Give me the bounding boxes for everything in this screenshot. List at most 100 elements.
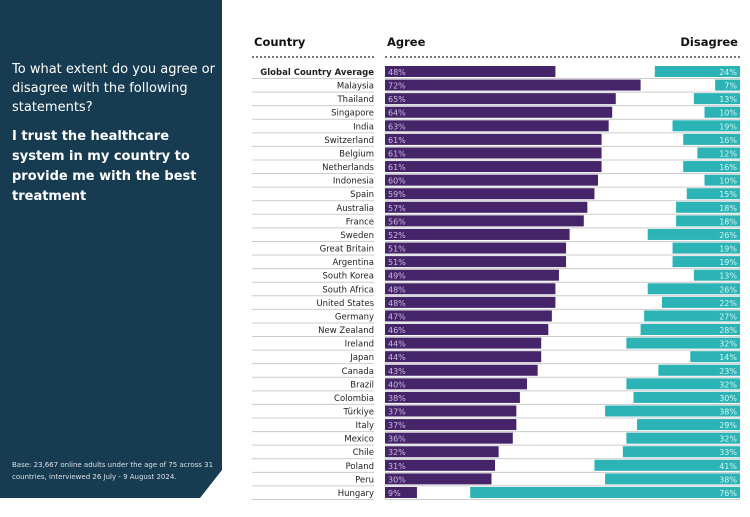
category-label: Canada bbox=[342, 367, 374, 377]
disagree-value-label: 13% bbox=[719, 272, 737, 281]
agree-bar bbox=[385, 93, 616, 105]
category-label: Global Country Average bbox=[260, 68, 374, 78]
agree-bar bbox=[385, 378, 527, 390]
disagree-value-label: 41% bbox=[719, 462, 737, 471]
statement-text: I trust the healthcare system in my coun… bbox=[12, 129, 197, 204]
question-panel bbox=[0, 0, 222, 498]
category-label: Netherlands bbox=[322, 163, 374, 173]
agree-bar bbox=[385, 161, 602, 173]
disagree-bar bbox=[686, 188, 740, 200]
disagree-bar bbox=[704, 174, 740, 186]
category-label: South Korea bbox=[322, 272, 374, 282]
agree-bar bbox=[385, 201, 588, 213]
agree-value-label: 43% bbox=[388, 367, 406, 376]
disagree-value-label: 26% bbox=[719, 231, 737, 240]
disagree-bar bbox=[661, 296, 740, 308]
agree-value-label: 37% bbox=[388, 408, 406, 417]
disagree-value-label: 19% bbox=[719, 258, 737, 267]
agree-value-label: 63% bbox=[388, 122, 406, 131]
disagree-bar bbox=[683, 133, 740, 145]
disagree-bar bbox=[622, 446, 740, 458]
category-label: Japan bbox=[349, 353, 374, 363]
agree-value-label: 59% bbox=[388, 190, 406, 199]
category-label: France bbox=[346, 217, 374, 227]
disagree-value-label: 26% bbox=[719, 285, 737, 294]
agree-value-label: 9% bbox=[388, 489, 401, 498]
disagree-bar bbox=[626, 432, 740, 444]
category-label: Singapore bbox=[331, 109, 374, 119]
agree-value-label: 44% bbox=[388, 340, 406, 349]
disagree-value-label: 12% bbox=[719, 149, 737, 158]
agree-bar bbox=[385, 147, 602, 159]
disagree-value-label: 32% bbox=[719, 435, 737, 444]
disagree-bar bbox=[470, 486, 740, 498]
agree-bar bbox=[385, 66, 556, 77]
disagree-bar bbox=[647, 283, 740, 295]
disagree-value-label: 32% bbox=[719, 340, 737, 349]
disagree-value-label: 29% bbox=[719, 421, 737, 430]
category-label: New Zealand bbox=[318, 326, 374, 336]
agree-bar bbox=[385, 256, 567, 268]
disagree-bar bbox=[654, 66, 740, 77]
category-label: Hungary bbox=[338, 489, 374, 499]
agree-bar bbox=[385, 296, 556, 308]
agree-bar bbox=[385, 174, 598, 186]
disagree-value-label: 33% bbox=[719, 448, 737, 457]
category-label: Malaysia bbox=[337, 82, 374, 92]
disagree-value-label: 14% bbox=[719, 353, 737, 362]
agree-value-label: 72% bbox=[388, 82, 406, 91]
agree-bar bbox=[385, 188, 595, 200]
agree-value-label: 32% bbox=[388, 448, 406, 457]
disagree-value-label: 18% bbox=[719, 204, 737, 213]
category-label: Chile bbox=[353, 448, 374, 458]
category-label: Colombia bbox=[334, 394, 374, 404]
agree-bar bbox=[385, 133, 602, 145]
disagree-bar bbox=[683, 161, 740, 173]
agree-value-label: 51% bbox=[388, 258, 406, 267]
disagree-bar bbox=[672, 120, 740, 132]
disagree-value-label: 22% bbox=[719, 299, 737, 308]
category-label: Australia bbox=[336, 204, 374, 214]
question-text: To what extent do you agree or disagree … bbox=[12, 62, 215, 115]
disagree-value-label: 38% bbox=[719, 408, 737, 417]
agree-value-label: 47% bbox=[388, 312, 406, 321]
disagree-bar bbox=[693, 269, 740, 281]
agree-value-label: 60% bbox=[388, 177, 406, 186]
agree-value-label: 37% bbox=[388, 421, 406, 430]
category-label: Mexico bbox=[344, 435, 374, 445]
disagree-value-label: 38% bbox=[719, 475, 737, 484]
disagree-value-label: 24% bbox=[719, 68, 737, 77]
disagree-value-label: 10% bbox=[719, 109, 737, 118]
disagree-bar bbox=[647, 228, 740, 240]
agree-bar bbox=[385, 473, 492, 485]
agree-bar bbox=[385, 269, 559, 281]
agree-bar bbox=[385, 337, 542, 349]
header-divider bbox=[385, 56, 740, 58]
agree-bar bbox=[385, 432, 513, 444]
agree-value-label: 40% bbox=[388, 380, 406, 389]
disagree-bar bbox=[693, 93, 740, 105]
agree-bar bbox=[385, 283, 556, 295]
agree-bar bbox=[385, 419, 517, 431]
disagree-bar bbox=[633, 391, 740, 403]
category-label: Argentina bbox=[333, 258, 374, 268]
disagree-value-label: 16% bbox=[719, 163, 737, 172]
disagree-value-label: 15% bbox=[719, 190, 737, 199]
agree-value-label: 52% bbox=[388, 231, 406, 240]
disagree-value-label: 10% bbox=[719, 177, 737, 186]
agree-bar bbox=[385, 228, 570, 240]
agree-bar bbox=[385, 324, 549, 336]
agree-bar bbox=[385, 486, 417, 498]
disagree-value-label: 7% bbox=[724, 82, 737, 91]
disagree-header: Disagree bbox=[680, 35, 738, 49]
category-label: Poland bbox=[346, 462, 374, 472]
disagree-value-label: 23% bbox=[719, 367, 737, 376]
disagree-value-label: 27% bbox=[719, 312, 737, 321]
agree-bar bbox=[385, 459, 496, 471]
agree-value-label: 57% bbox=[388, 204, 406, 213]
header-divider bbox=[252, 56, 374, 58]
agree-value-label: 64% bbox=[388, 109, 406, 118]
disagree-bar bbox=[672, 256, 740, 268]
category-label: Brazil bbox=[350, 380, 374, 390]
disagree-value-label: 16% bbox=[719, 136, 737, 145]
